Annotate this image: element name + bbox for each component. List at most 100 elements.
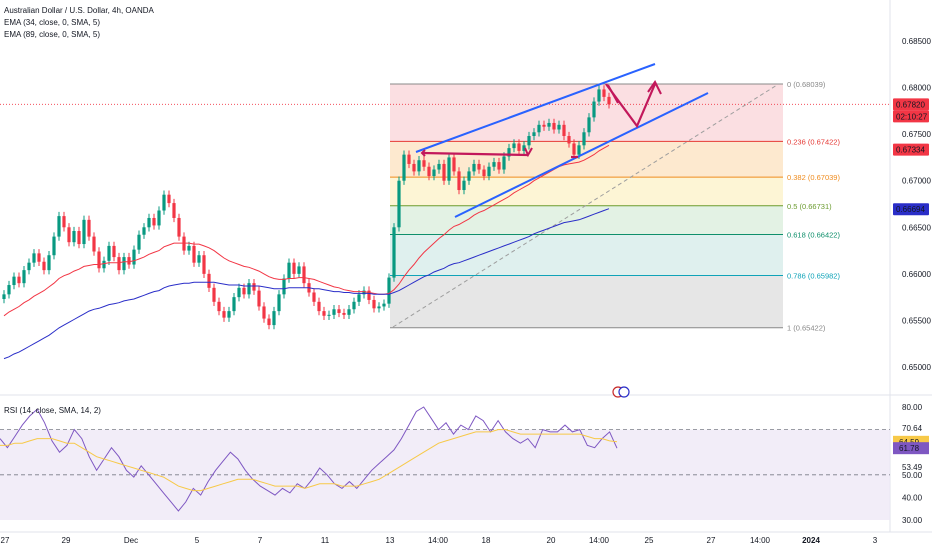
candle-body [172, 203, 176, 218]
fib-level-label: 0 (0.68039) [787, 80, 826, 89]
fib-level-label: 0.618 (0.66422) [787, 231, 840, 240]
rsi-ma-line [0, 429, 618, 492]
candle-body [362, 290, 366, 295]
candle-body [417, 160, 421, 172]
currency-event-icon [618, 386, 630, 398]
candle-body [432, 169, 436, 177]
candle-body [532, 132, 536, 137]
candle-body [457, 171, 461, 191]
rsi-tick-label: 40.00 [902, 493, 923, 502]
candle-body [192, 245, 196, 263]
candle-body [522, 145, 526, 151]
countdown-label-bg [893, 110, 929, 123]
rsi-tick-label: 53.49 [902, 463, 923, 472]
candle-body [472, 163, 476, 172]
candle-body [577, 145, 581, 155]
candle-body [102, 260, 106, 269]
pattern-flag-line [421, 151, 529, 157]
price-tick-label: 0.68500 [902, 37, 931, 46]
rsi-line [0, 406, 618, 512]
candle-body [237, 287, 241, 298]
candle-body [382, 303, 386, 307]
time-tick-label: 25 [645, 536, 654, 545]
time-tick-label: 20 [547, 536, 556, 545]
price-tick-label: 0.65000 [902, 363, 931, 372]
price-tick-label: 0.65500 [902, 316, 931, 325]
candle-body [77, 231, 81, 245]
time-tick-label: 27 [1, 536, 10, 545]
rsi-tick-label: 50.00 [902, 471, 923, 480]
candle-body [92, 236, 96, 252]
candle-body [152, 217, 156, 226]
candle-body [507, 148, 511, 157]
candle-body [37, 253, 41, 262]
candle-body [517, 143, 521, 151]
ema34-line [3, 144, 610, 317]
symbol-title: Australian Dollar / U.S. Dollar, 4h, OAN… [4, 6, 154, 15]
ema34-legend: EMA (34, close, 0, SMA, 5) [4, 18, 101, 27]
fib-level-label: 1 (0.65422) [787, 324, 826, 333]
candle-body [82, 219, 86, 245]
candle-body [372, 299, 376, 309]
candle-body [262, 306, 266, 319]
candle-body [147, 217, 151, 228]
time-tick-label: 3 [873, 536, 878, 545]
candle-body [62, 216, 66, 228]
candle-body [537, 124, 541, 133]
candle-body [497, 162, 501, 170]
pattern-flag-arrow [524, 147, 533, 158]
candle-body [162, 194, 166, 211]
time-tick-label: 14:00 [428, 536, 449, 545]
candle-body [197, 255, 201, 263]
candle-body [42, 261, 46, 271]
candle-body [407, 154, 411, 164]
candle-body [67, 227, 71, 243]
rsi-label-bg [893, 442, 929, 455]
time-tick-label: 27 [707, 536, 716, 545]
fib-level-label: 0.786 (0.65982) [787, 272, 840, 281]
ema89-price-label-bg [893, 203, 929, 216]
candle-body [347, 309, 351, 315]
rsi-legend: RSI (14, close, SMA, 14, 2) [4, 406, 101, 415]
price-tick-label: 0.68000 [902, 84, 931, 93]
projection-arrowhead [647, 80, 662, 95]
candle-body [477, 163, 481, 170]
candle-body [367, 290, 371, 300]
fib-level-label: 0.5 (0.66731) [787, 202, 832, 211]
candle-body [302, 266, 306, 284]
candle-body [52, 236, 56, 256]
candle-body [332, 309, 336, 315]
candle-body [117, 257, 121, 271]
time-tick-label: 7 [258, 536, 263, 545]
rsi-tick-label: 30.00 [902, 516, 923, 525]
candle-body [607, 96, 611, 105]
candle-body [592, 101, 596, 118]
candle-body [377, 306, 381, 309]
time-tick-label: 5 [195, 536, 200, 545]
candle-body [252, 283, 256, 291]
candle-body [257, 290, 261, 307]
candle-body [7, 285, 11, 295]
fib-zone [390, 205, 783, 235]
candle-body [87, 219, 91, 237]
candle-body [352, 301, 356, 310]
time-tick-label: 18 [482, 536, 491, 545]
candle-body [482, 169, 486, 177]
candle-body [487, 166, 491, 177]
time-tick-label: 14:00 [750, 536, 771, 545]
fib-trend-line [392, 84, 778, 328]
candle-body [202, 255, 206, 274]
candle-body [357, 294, 361, 302]
candle-body [47, 255, 51, 271]
candle-body [32, 253, 36, 263]
candle-body [27, 262, 31, 271]
candle-body [272, 311, 276, 326]
candle-body [422, 160, 426, 167]
candle-body [282, 278, 286, 295]
candle-body [542, 124, 546, 127]
candle-body [467, 171, 471, 181]
candle-body [427, 166, 431, 177]
candle-body [397, 180, 401, 228]
pattern-flag-head [420, 149, 426, 157]
